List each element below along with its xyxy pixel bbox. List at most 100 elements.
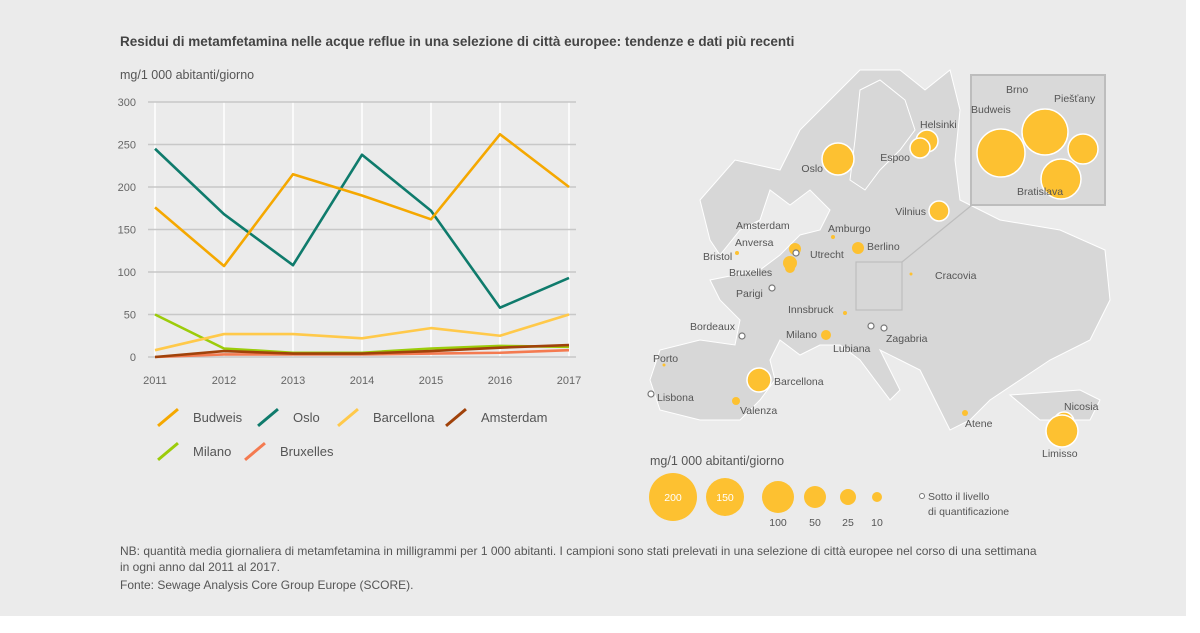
city-label: Innsbruck: [788, 304, 834, 316]
below-quantification-marker: [867, 322, 875, 330]
legend-swatch: [244, 441, 266, 462]
size-legend-label: 50: [809, 517, 821, 529]
series-line-barcellona: [154, 313, 570, 352]
city-label: Espoo: [880, 152, 910, 164]
city-label: Valenza: [740, 405, 777, 417]
size-legend-bubble: [840, 489, 856, 505]
size-legend-label: 10: [871, 517, 883, 529]
city-label: Parigi: [736, 288, 763, 300]
inset-connector: [901, 204, 973, 263]
size-legend-bubble: [872, 492, 882, 502]
city-bubble-berlino: [852, 242, 864, 254]
city-label: Budweis: [971, 104, 1011, 116]
legend-item-budweis: Budweis: [155, 407, 243, 428]
legend-swatch: [157, 407, 179, 428]
legend-item-milano: Milano: [155, 441, 232, 462]
city-bubble-porto: [662, 363, 666, 367]
city-label: Lubiana: [833, 343, 871, 355]
city-label: Cracovia: [935, 270, 977, 282]
city-label: Nicosia: [1064, 401, 1099, 413]
size-legend-bubble: [649, 473, 697, 521]
y-tick-label: 100: [118, 267, 136, 279]
source-text: Fonte: Sewage Analysis Core Group Europe…: [120, 578, 414, 592]
series-line-amsterdam: [154, 343, 570, 359]
legend-swatch: [157, 441, 179, 462]
legend-label: Milano: [193, 444, 232, 459]
city-bubble-atene: [962, 410, 968, 416]
legend-item-barcellona: Barcellona: [335, 407, 435, 428]
inset-source-box: [855, 261, 903, 311]
size-legend-label: 200: [664, 492, 682, 504]
series-line-oslo: [154, 147, 570, 310]
legend-label: Budweis: [193, 410, 243, 425]
city-bubble-valenza: [732, 397, 740, 405]
city-label: Anversa: [735, 237, 774, 249]
below-quantification-marker: [768, 284, 776, 292]
city-bubble-limisso: [1045, 414, 1079, 448]
city-bubble-amburgo: [831, 235, 835, 239]
city-label: Atene: [965, 418, 993, 430]
below-quantification-legend-marker: [919, 493, 925, 499]
legend-swatch: [257, 407, 279, 428]
city-bubble-innsbruck: [843, 311, 847, 315]
x-tick-label: 2015: [419, 375, 443, 387]
city-bubble-vilnius: [928, 200, 950, 222]
city-label: Utrecht: [810, 249, 844, 261]
city-label: Lisbona: [657, 392, 694, 404]
footnote: NB: quantità media giornaliera di metamf…: [120, 543, 1040, 593]
city-bubble-cracovia: [909, 272, 913, 276]
city-bubble-budweis: [976, 128, 1026, 178]
city-bubble-milano: [821, 330, 831, 340]
below-quantification-marker: [738, 332, 746, 340]
map-size-legend-unit: mg/1 000 abitanti/giorno: [650, 454, 785, 468]
x-tick-label: 2013: [281, 375, 305, 387]
city-label: Oslo: [801, 163, 823, 175]
size-legend-bubble: [706, 478, 744, 516]
x-tick-label: 2017: [557, 375, 581, 387]
x-tick-label: 2016: [488, 375, 512, 387]
city-bubble-barcellona: [746, 367, 772, 393]
size-legend-label: 25: [842, 517, 854, 529]
city-label: Limisso: [1042, 448, 1078, 460]
series-line-budweis: [154, 133, 570, 268]
city-bubble-espoo: [909, 137, 931, 159]
size-legend-bubble: [804, 486, 826, 508]
legend-swatch: [337, 407, 359, 428]
below-quantification-marker: [792, 249, 800, 257]
city-bubble-brno: [1021, 108, 1069, 156]
city-label: Amburgo: [828, 223, 871, 235]
legend-label: Barcellona: [373, 410, 435, 425]
size-legend-label: 100: [769, 517, 787, 529]
legend-item-bruxelles: Bruxelles: [242, 441, 334, 462]
below-quantification-label: di quantificazione: [928, 506, 1009, 518]
city-label: Brno: [1006, 84, 1028, 96]
city-label: Piešťany: [1054, 93, 1096, 105]
city-label: Porto: [653, 353, 678, 365]
y-tick-label: 250: [118, 140, 136, 152]
legend-item-oslo: Oslo: [255, 407, 320, 428]
city-label: Barcellona: [774, 376, 824, 388]
size-legend-bubble: [762, 481, 794, 513]
x-tick-label: 2012: [212, 375, 236, 387]
x-tick-label: 2014: [350, 375, 374, 387]
city-label: Bratislava: [1017, 186, 1063, 198]
below-quantification-marker: [880, 324, 888, 332]
city-label: Bristol: [703, 251, 732, 263]
y-tick-label: 200: [118, 182, 136, 194]
city-bubble-bristol: [735, 251, 739, 255]
land-shape: [649, 69, 1111, 431]
legend-item-amsterdam: Amsterdam: [443, 407, 547, 428]
city-label: Amsterdam: [736, 220, 790, 232]
city-bubble-bratislava: [1040, 158, 1082, 200]
y-axis-label: mg/1 000 abitanti/giorno: [120, 68, 255, 82]
x-tick-label: 2011: [143, 375, 167, 387]
below-quantification-label: Sotto il livello: [928, 491, 989, 503]
y-tick-label: 150: [118, 225, 136, 237]
y-tick-label: 300: [118, 97, 136, 109]
city-bubble-piešťany: [1067, 133, 1099, 165]
city-label: Bordeaux: [690, 321, 736, 333]
legend-label: Bruxelles: [280, 444, 334, 459]
city-label: Helsinki: [920, 119, 957, 131]
